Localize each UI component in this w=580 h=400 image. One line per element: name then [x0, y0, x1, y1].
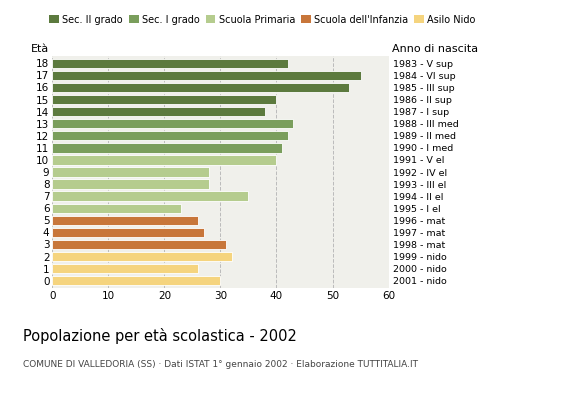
Legend: Sec. II grado, Sec. I grado, Scuola Primaria, Scuola dell'Infanzia, Asilo Nido: Sec. II grado, Sec. I grado, Scuola Prim… — [45, 11, 480, 29]
Bar — [52, 192, 248, 201]
Bar — [52, 155, 277, 165]
Bar — [52, 276, 220, 286]
Text: Popolazione per età scolastica - 2002: Popolazione per età scolastica - 2002 — [23, 328, 297, 344]
Bar — [52, 228, 204, 237]
Text: Età: Età — [31, 44, 49, 54]
Bar — [52, 179, 209, 189]
Bar — [52, 252, 231, 261]
Bar — [52, 95, 277, 104]
Bar — [52, 58, 288, 68]
Bar — [52, 83, 349, 92]
Text: COMUNE DI VALLEDORIA (SS) · Dati ISTAT 1° gennaio 2002 · Elaborazione TUTTITALIA: COMUNE DI VALLEDORIA (SS) · Dati ISTAT 1… — [23, 360, 418, 369]
Bar — [52, 71, 361, 80]
Bar — [52, 119, 293, 128]
Bar — [52, 204, 181, 213]
Bar — [52, 143, 282, 152]
Bar — [52, 107, 265, 116]
Bar — [52, 240, 226, 249]
Bar — [52, 131, 288, 140]
Bar — [52, 216, 198, 225]
Bar — [52, 167, 209, 177]
Bar — [52, 264, 198, 273]
Text: Anno di nascita: Anno di nascita — [392, 44, 477, 54]
